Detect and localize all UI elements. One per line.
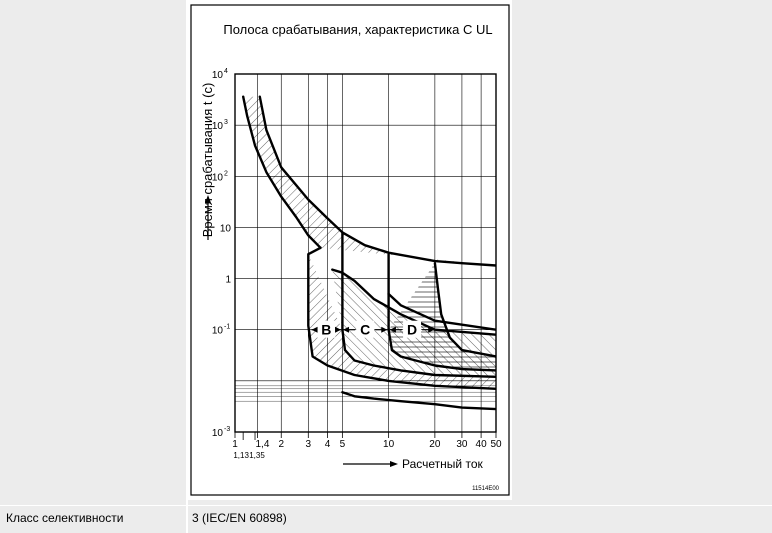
figure-id: 11514E00 (472, 486, 500, 492)
y-tick-exponent: 4 (224, 68, 228, 75)
row-divider (0, 505, 772, 506)
y-tick-label: 1 (225, 275, 231, 286)
chart-title: Полоса срабатывания, характеристика C UL (223, 22, 492, 37)
curve-D-curve (387, 253, 496, 372)
trip-curve-figure: Полоса срабатывания, характеристика C UL… (188, 0, 512, 500)
band-arrowhead-left (343, 326, 350, 333)
y-tick-exponent: -1 (224, 324, 230, 331)
band-arrowhead-right (335, 326, 342, 333)
y-axis-arrow (205, 195, 211, 240)
x-tick-label: 10 (383, 439, 395, 450)
x-tick-label: 2 (278, 439, 284, 450)
y-tick-base: 10 (212, 428, 224, 439)
x-tick-label: 50 (490, 439, 502, 450)
y-tick-exponent: 3 (224, 119, 228, 126)
x-tick-label: 1 (232, 439, 238, 450)
x-tick-label: 5 (340, 439, 346, 450)
x-tick-label: 20 (429, 439, 441, 450)
x-axis-label: Расчетный ток (402, 457, 483, 471)
property-value: 3 (IEC/EN 60898) (192, 511, 287, 525)
y-tick-exponent: 2 (224, 170, 228, 177)
curve-B-C-limit (331, 268, 496, 336)
curve-B-curve (307, 246, 496, 390)
curve-C-D-limit (387, 292, 496, 331)
x-ticks: 1 1,4 2 3 4 5 10 20 30 40 50 1,13 1,35 (232, 432, 502, 460)
band-label-b: B (311, 320, 342, 338)
x-tick-label: 1,4 (255, 439, 269, 450)
band-labels: B C D (311, 320, 435, 338)
band-arrowhead-left (311, 326, 318, 333)
x-tick-label-extra: 1,35 (249, 451, 265, 460)
y-tick-base: 10 (212, 121, 224, 132)
band-arrowhead-left (389, 326, 396, 333)
band-label-d: D (389, 320, 435, 338)
trip-curve-chart: Полоса срабатывания, характеристика C UL… (190, 4, 510, 496)
y-tick-label: 10 3 (212, 119, 228, 132)
curve-inst-lower (341, 391, 496, 411)
band-label-bg (317, 320, 336, 338)
band-arrowhead-right (428, 326, 435, 333)
x-tick-label: 3 (306, 439, 312, 450)
y-tick-base: 10 (212, 70, 224, 81)
column-divider (186, 0, 188, 533)
curves (242, 95, 496, 411)
y-tick-exponent: -3 (224, 426, 230, 433)
y-tick-base: 10 (212, 172, 224, 183)
x-axis-arrow (343, 461, 398, 467)
band-label-bg (403, 320, 422, 338)
band-label-text: D (407, 322, 417, 338)
x-tick-label: 30 (456, 439, 468, 450)
band-arrowhead-right (381, 326, 388, 333)
curve-C-curve (341, 231, 496, 378)
y-tick-label: 10 (220, 223, 232, 234)
band-label-c: C (343, 320, 388, 338)
y-tick-label: 10 -1 (212, 324, 230, 337)
band-d (388, 263, 496, 371)
x-tick-label: 4 (325, 439, 331, 450)
curve-thermal-lower (242, 95, 322, 249)
curve-D-right (433, 262, 496, 358)
y-tick-label: 10 4 (212, 68, 228, 81)
x-tick-label: 40 (476, 439, 488, 450)
band-label-text: C (360, 322, 370, 338)
y-tick-label: 10 2 (212, 170, 228, 183)
property-label: Класс селективности (6, 511, 124, 525)
y-axis-label: Время срабатывания t (с) (200, 83, 215, 238)
y-tick-label: 10 -3 (212, 426, 230, 439)
property-label-cell (0, 0, 186, 533)
band-label-text: B (321, 322, 331, 338)
band-label-bg (356, 320, 375, 338)
thermal-band (243, 96, 496, 266)
plot-frame (234, 73, 497, 433)
y-tick-base: 10 (212, 326, 224, 337)
x-tick-label-extra: 1,13 (233, 451, 249, 460)
